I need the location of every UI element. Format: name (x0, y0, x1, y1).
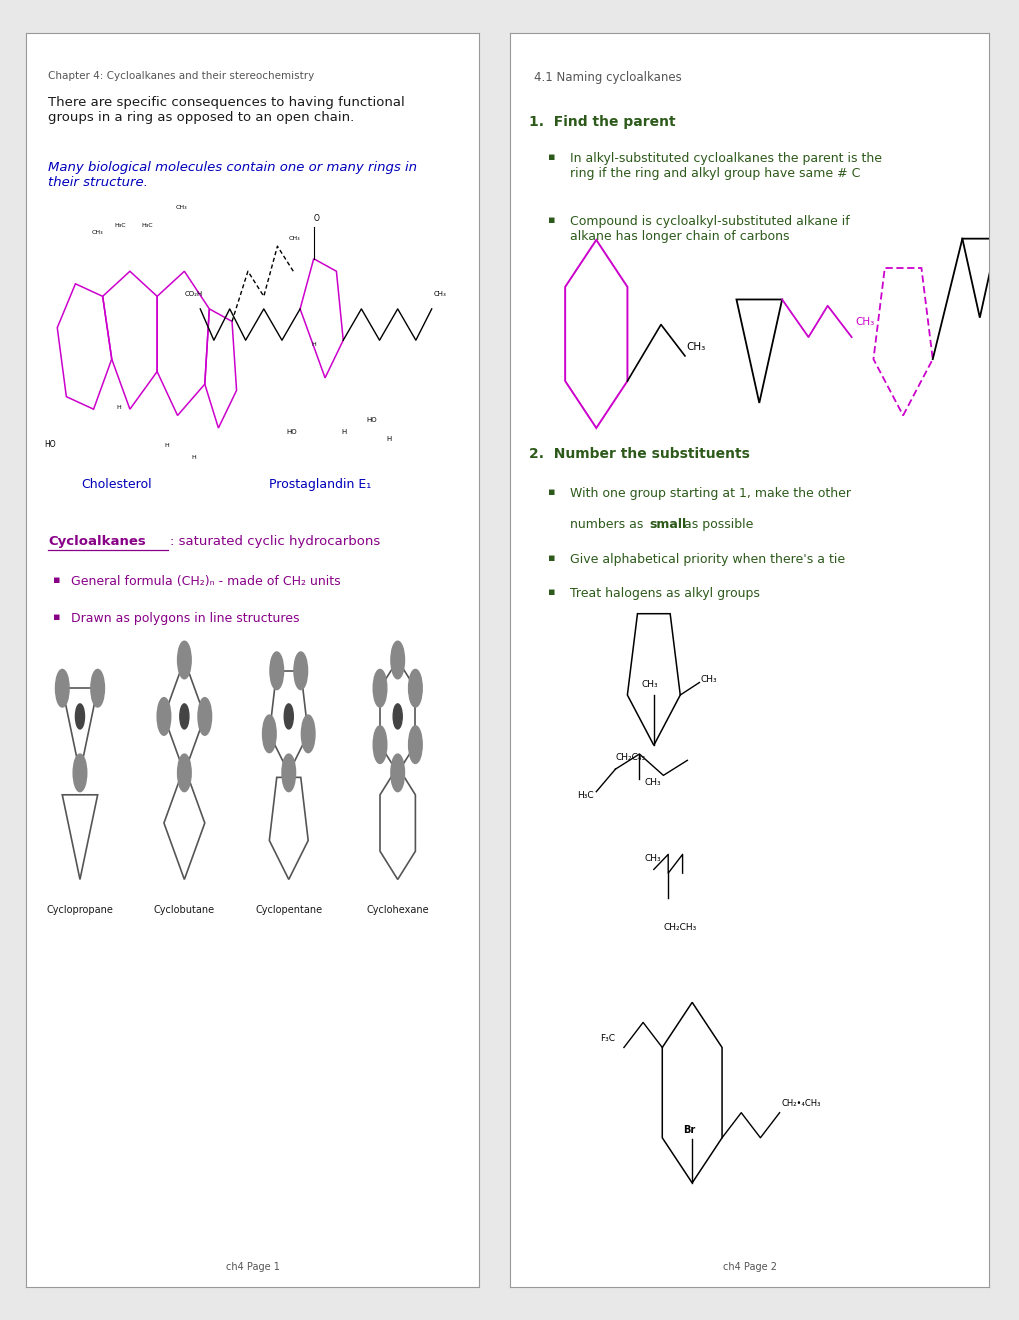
Text: CH₃: CH₃ (855, 317, 874, 326)
Text: Treat halogens as alkyl groups: Treat halogens as alkyl groups (570, 587, 759, 601)
Circle shape (392, 704, 401, 729)
Circle shape (284, 704, 293, 729)
Text: as possible: as possible (680, 519, 753, 531)
Circle shape (270, 652, 283, 689)
Text: O: O (314, 214, 319, 223)
Text: With one group starting at 1, make the other: With one group starting at 1, make the o… (570, 487, 850, 500)
Circle shape (293, 652, 308, 689)
Circle shape (179, 704, 189, 729)
Circle shape (409, 669, 422, 708)
Text: CH₃: CH₃ (644, 854, 660, 863)
Text: CH₃: CH₃ (685, 342, 704, 351)
Text: numbers as: numbers as (570, 519, 647, 531)
Text: CH₂C₄₃: CH₂C₄₃ (614, 754, 645, 763)
Text: H₃C: H₃C (114, 223, 125, 228)
Circle shape (281, 754, 296, 792)
Circle shape (262, 715, 276, 752)
Text: CH₂•₄CH₃: CH₂•₄CH₃ (782, 1100, 820, 1109)
Circle shape (373, 669, 386, 708)
Text: ch4 Page 2: ch4 Page 2 (722, 1262, 775, 1272)
Text: H: H (386, 436, 391, 442)
Text: H: H (116, 405, 121, 411)
Text: CH₃: CH₃ (434, 292, 446, 297)
Text: Drawn as polygons in line structures: Drawn as polygons in line structures (71, 612, 300, 626)
Text: There are specific consequences to having functional
groups in a ring as opposed: There are specific consequences to havin… (48, 96, 405, 124)
Text: General formula (CH₂)ₙ - made of CH₂ units: General formula (CH₂)ₙ - made of CH₂ uni… (71, 574, 340, 587)
Text: H: H (191, 455, 196, 461)
Text: H₃C: H₃C (141, 223, 153, 228)
Text: : saturated cyclic hydrocarbons: : saturated cyclic hydrocarbons (170, 535, 380, 548)
Text: CH₃: CH₃ (644, 779, 660, 788)
Circle shape (409, 726, 422, 763)
Text: Cyclohexane: Cyclohexane (366, 904, 429, 915)
Text: ▪: ▪ (53, 574, 60, 585)
Text: H: H (311, 342, 316, 347)
Text: HO: HO (366, 417, 376, 422)
Text: 1.  Find the parent: 1. Find the parent (529, 115, 676, 128)
Text: Chapter 4: Cycloalkanes and their stereochemistry: Chapter 4: Cycloalkanes and their stereo… (48, 71, 314, 81)
Text: ▪: ▪ (548, 587, 555, 597)
Text: ▪: ▪ (548, 553, 555, 564)
Text: H: H (164, 442, 168, 447)
Circle shape (75, 704, 85, 729)
Circle shape (177, 754, 191, 792)
Text: Cyclopropane: Cyclopropane (47, 904, 113, 915)
Text: Cycloalkanes: Cycloalkanes (48, 535, 146, 548)
Text: CH₂CH₃: CH₂CH₃ (662, 923, 696, 932)
Text: Compound is cycloalkyl-substituted alkane if
alkane has longer chain of carbons: Compound is cycloalkyl-substituted alkan… (570, 215, 849, 243)
Text: ▪: ▪ (548, 487, 555, 496)
Text: ch4 Page 1: ch4 Page 1 (225, 1262, 279, 1272)
Text: Cholesterol: Cholesterol (81, 478, 152, 491)
Circle shape (390, 754, 405, 792)
Circle shape (177, 642, 191, 678)
Text: ▪: ▪ (548, 152, 555, 162)
Circle shape (198, 697, 211, 735)
Circle shape (91, 669, 104, 708)
Text: ▪: ▪ (548, 215, 555, 224)
Text: F₃C: F₃C (599, 1034, 614, 1043)
Text: H₃C: H₃C (577, 791, 593, 800)
Text: CH₃: CH₃ (700, 676, 716, 685)
Text: CH₃: CH₃ (92, 230, 103, 235)
Text: Many biological molecules contain one or many rings in
their structure.: Many biological molecules contain one or… (48, 161, 417, 189)
Text: ▪: ▪ (53, 612, 60, 622)
Text: Br: Br (683, 1125, 695, 1135)
Text: HO: HO (286, 429, 297, 436)
Circle shape (301, 715, 315, 752)
Circle shape (390, 642, 405, 678)
Circle shape (55, 669, 69, 708)
Text: Give alphabetical priority when there's a tie: Give alphabetical priority when there's … (570, 553, 844, 566)
Text: Prostaglandin E₁: Prostaglandin E₁ (269, 478, 371, 491)
Text: CH₃: CH₃ (288, 236, 300, 242)
Circle shape (157, 697, 170, 735)
Circle shape (73, 754, 87, 792)
Text: 4.1 Naming cycloalkanes: 4.1 Naming cycloalkanes (534, 71, 681, 83)
Text: 2.  Number the substituents: 2. Number the substituents (529, 446, 749, 461)
Text: Cyclopentane: Cyclopentane (255, 904, 322, 915)
Circle shape (373, 726, 386, 763)
Text: In alkyl-substituted cycloalkanes the parent is the
ring if the ring and alkyl g: In alkyl-substituted cycloalkanes the pa… (570, 152, 881, 180)
Text: H: H (340, 429, 345, 436)
Text: CH₃: CH₃ (175, 205, 186, 210)
Text: CO₂H: CO₂H (184, 292, 203, 297)
Text: small: small (648, 519, 686, 531)
Text: CH₃: CH₃ (641, 680, 658, 689)
Text: Cyclobutane: Cyclobutane (154, 904, 215, 915)
Text: HO: HO (45, 440, 56, 449)
